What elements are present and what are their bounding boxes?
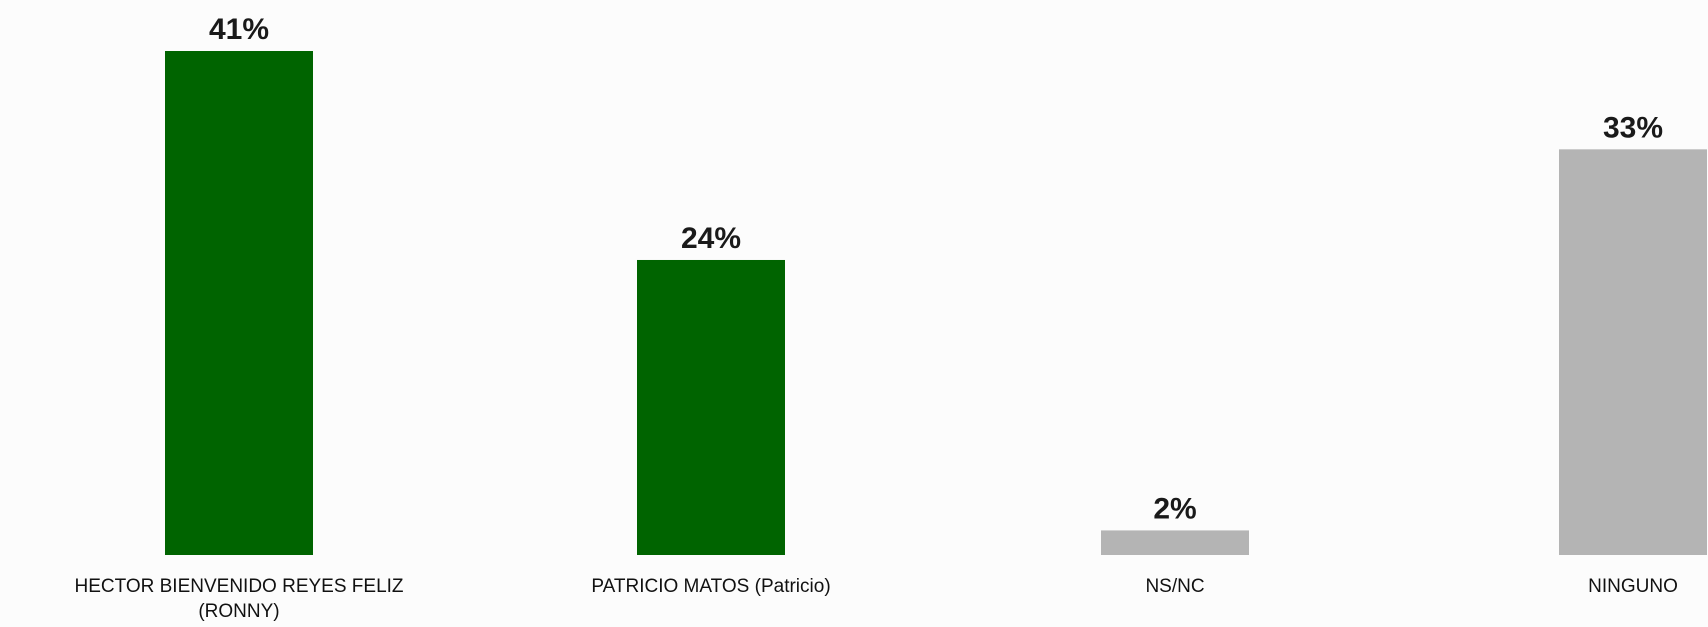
bar-4: [1559, 149, 1707, 555]
category-label-4: NINGUNO: [1588, 576, 1678, 597]
bar-1: [165, 51, 313, 555]
category-label-1-line-2: (RONNY): [198, 601, 279, 622]
bar-3: [1101, 530, 1249, 555]
data-label-2: 24%: [681, 222, 741, 255]
data-label-1: 41%: [209, 13, 269, 46]
data-label-3: 2%: [1153, 492, 1196, 525]
bar-2: [637, 259, 785, 555]
data-label-4: 33%: [1603, 111, 1663, 144]
category-label-3: NS/NC: [1145, 576, 1204, 597]
category-label-2: PATRICIO MATOS (Patricio): [591, 576, 830, 597]
category-label-1-line-1: HECTOR BIENVENIDO REYES FELIZ: [74, 576, 403, 597]
